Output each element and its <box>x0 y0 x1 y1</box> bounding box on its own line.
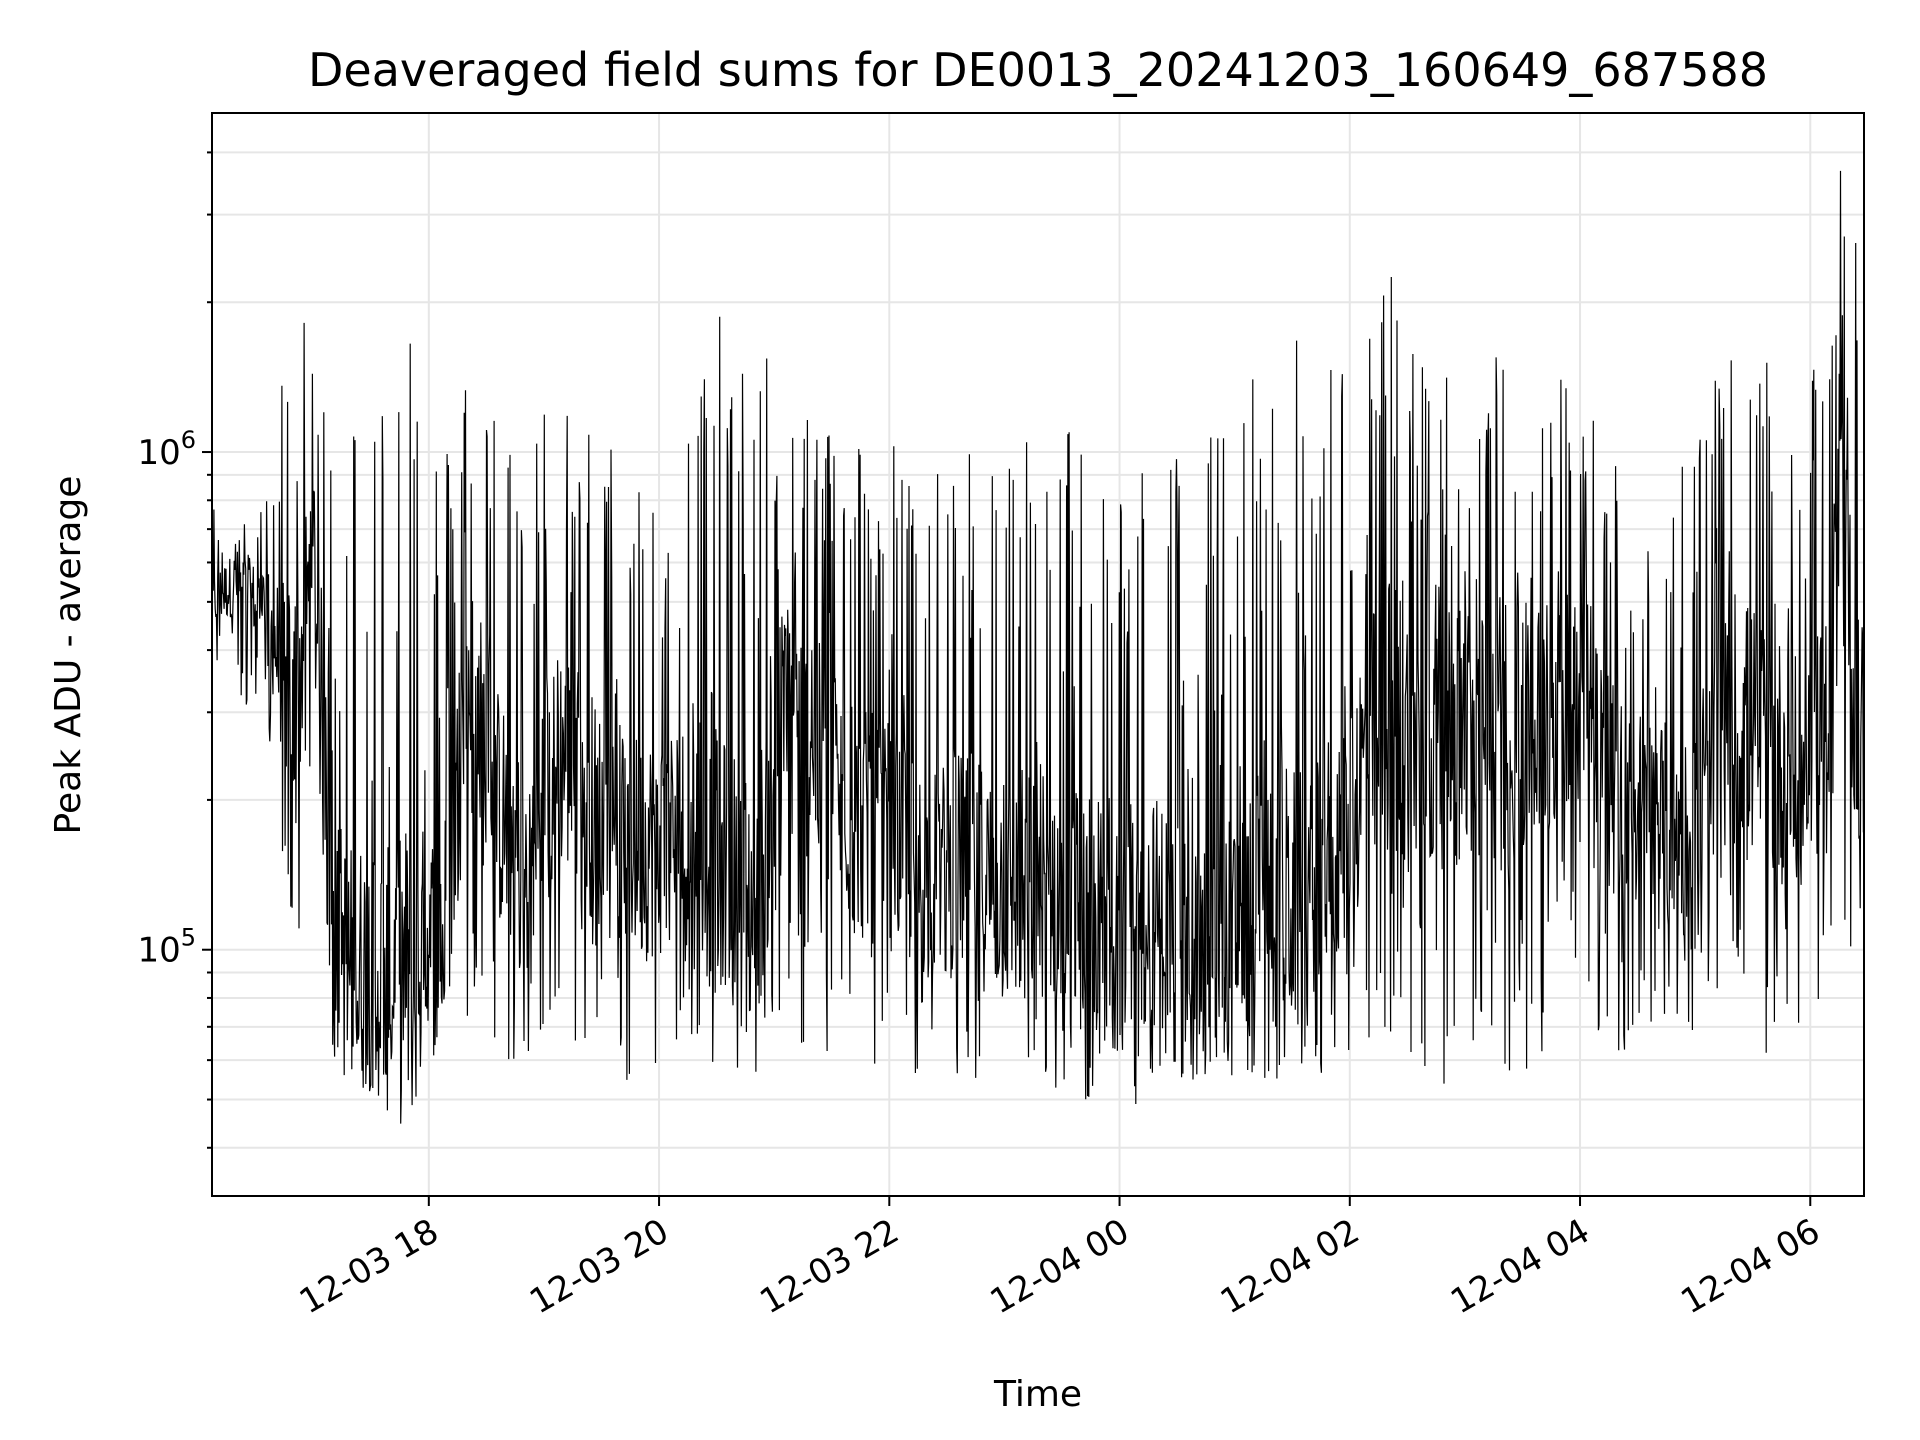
y-axis: 105 106 <box>137 151 212 1149</box>
y-tick-label: 105 <box>137 924 196 971</box>
y-axis-label: Peak ADU - average <box>48 476 89 835</box>
y-tick-label: 106 <box>137 426 196 473</box>
plot-area <box>211 170 1865 1124</box>
series-line <box>211 170 1865 1124</box>
grid <box>212 113 1864 1196</box>
x-axis-label: Time <box>993 1374 1082 1415</box>
plot-frame <box>211 112 1865 1197</box>
chart-title: Deaveraged field sums for DE0013_2024120… <box>308 43 1768 97</box>
